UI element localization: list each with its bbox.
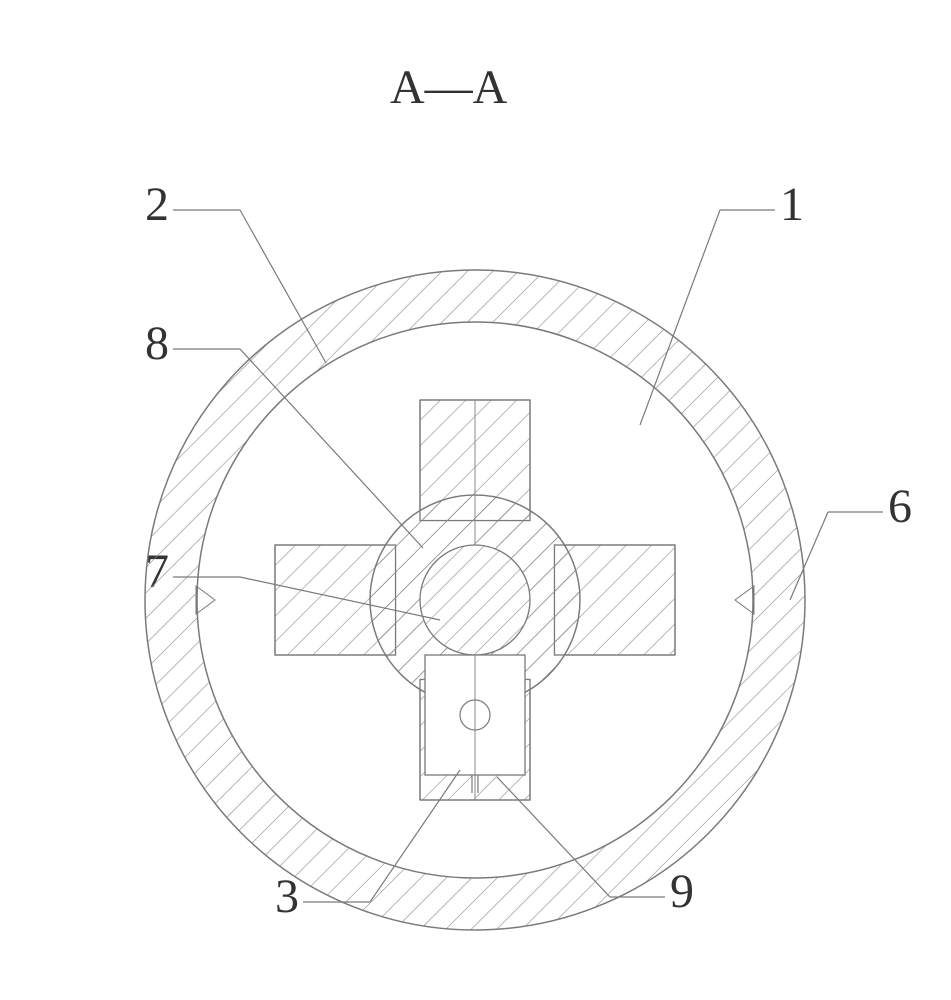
section-diagram [0, 0, 951, 1000]
